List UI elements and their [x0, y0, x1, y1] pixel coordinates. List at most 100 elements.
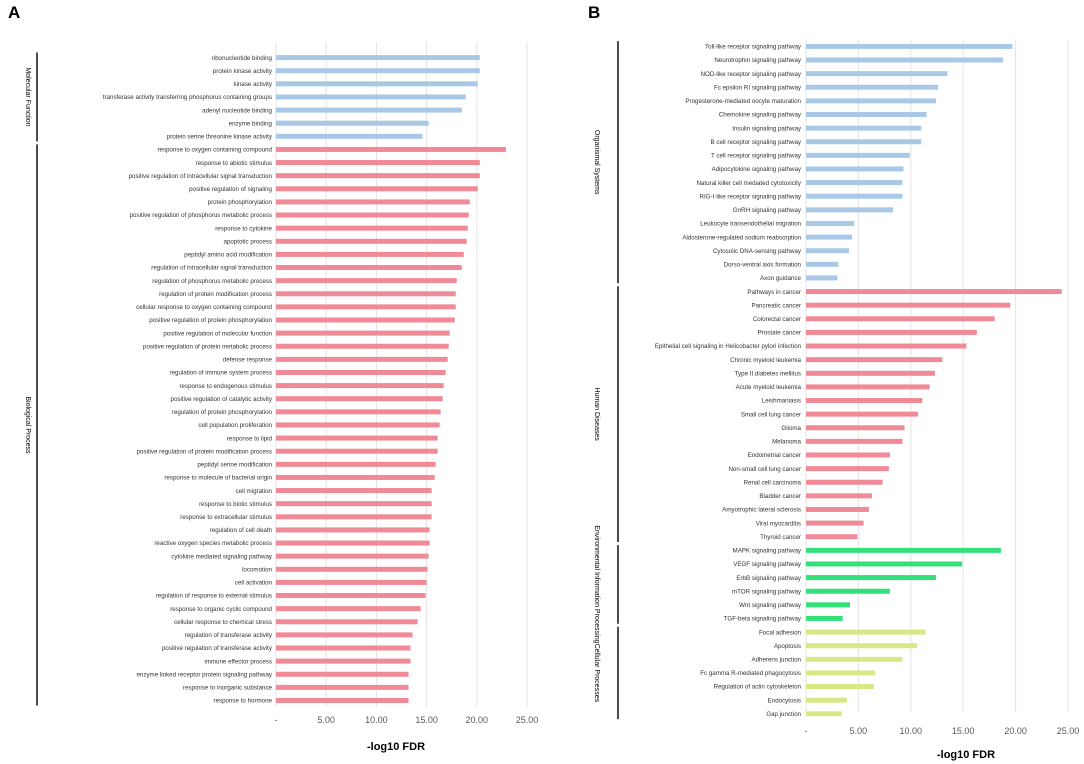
bar — [276, 684, 409, 690]
category-label: B cell receptor signaling pathway — [711, 139, 802, 146]
bar — [276, 343, 449, 349]
category-label: Pancreatic cancer — [751, 302, 801, 309]
category-label: transferase activity transferring phosph… — [103, 94, 272, 101]
bar — [806, 684, 875, 690]
bar — [276, 81, 478, 87]
bar — [276, 199, 470, 205]
category-label: Chemokine signaling pathway — [719, 112, 802, 119]
bar — [276, 291, 456, 297]
bar — [276, 579, 427, 585]
category-label: Viral myocarditis — [756, 520, 801, 527]
bar — [806, 425, 905, 431]
bar — [806, 207, 893, 213]
bar — [276, 474, 435, 480]
bar — [806, 193, 903, 199]
bar — [806, 602, 851, 608]
bar — [806, 343, 967, 349]
category-label: positive regulation of protein phosphory… — [149, 317, 272, 324]
category-label: RIG-I-like receptor signaling pathway — [700, 193, 802, 200]
bar — [276, 619, 418, 625]
category-label: locomotion — [242, 566, 272, 573]
bar — [806, 588, 890, 594]
category-label: response to endogenous stimulus — [179, 383, 272, 390]
category-label: Insulin signaling pathway — [732, 125, 802, 132]
category-label: response to molecule of bacterial origin — [164, 475, 272, 482]
category-label: positive regulation of molecular functio… — [163, 330, 272, 337]
x-tick-label: - — [805, 726, 808, 736]
bar — [806, 479, 883, 485]
category-label: positive regulation of protein metabolic… — [143, 343, 272, 350]
category-label: Natural killer cell mediated cytotoxicit… — [696, 180, 801, 187]
category-label: cellular response to oxygen containing c… — [136, 304, 272, 311]
category-label: Leukocyte transendothelial migration — [700, 221, 801, 228]
bar — [806, 220, 855, 226]
bar — [276, 435, 438, 441]
bar — [276, 422, 440, 428]
category-label: apoptotic process — [224, 238, 273, 245]
bar — [806, 261, 839, 267]
category-label: response to lipid — [227, 435, 273, 442]
bar — [806, 466, 889, 472]
category-label: Dorso-ventral axis formation — [724, 262, 802, 269]
bar — [276, 461, 436, 467]
bar — [806, 84, 939, 90]
panel-A-letter: A — [8, 3, 20, 22]
category-label: Renal cell carcinoma — [744, 479, 802, 486]
bar — [806, 166, 904, 172]
bar — [806, 152, 910, 158]
x-tick-label: 10.00 — [900, 726, 923, 736]
group-label: Human Diseases — [593, 387, 600, 441]
bar — [276, 606, 421, 612]
category-label: positive regulation of signaling — [189, 186, 272, 193]
category-label: peptidyl amino acid modification — [184, 252, 272, 259]
bar — [806, 329, 977, 335]
category-label: ErbB signaling pathway — [736, 575, 802, 582]
bar — [276, 68, 480, 74]
category-label: response to extracellular stimulus — [180, 514, 272, 521]
category-label: Small cell lung cancer — [741, 411, 801, 418]
x-tick-label: 25.00 — [516, 715, 539, 725]
category-label: cellular response to chemical stress — [174, 619, 272, 626]
bar — [276, 173, 480, 179]
bar — [276, 265, 462, 271]
bar — [806, 615, 843, 621]
category-label: response to abiotic stimulus — [196, 160, 272, 167]
bar — [806, 234, 853, 240]
category-label: cell migration — [236, 488, 273, 495]
category-label: regulation of transferase activity — [185, 632, 273, 639]
bar — [276, 186, 478, 192]
bar — [806, 71, 948, 77]
category-label: positive regulation of transferase activ… — [162, 645, 273, 652]
bar — [806, 629, 926, 635]
bar — [806, 711, 842, 717]
bar — [276, 356, 448, 362]
category-label: Toll-like receptor signaling pathway — [705, 44, 802, 51]
bar — [276, 593, 426, 599]
bar — [276, 697, 409, 703]
bar — [276, 671, 409, 677]
bar — [276, 107, 462, 113]
category-label: Progesterone-mediated oocyte maturation — [685, 98, 801, 105]
x-tick-label: 5.00 — [850, 726, 868, 736]
category-label: positive regulation of intracellular sig… — [129, 173, 273, 180]
category-label: regulation of response to external stimu… — [156, 593, 272, 600]
bar — [276, 212, 469, 218]
bar — [276, 251, 464, 257]
category-label: response to hormone — [214, 698, 273, 705]
category-label: regulation of phosphorus metabolic proce… — [152, 278, 272, 285]
bar — [276, 120, 429, 126]
category-label: NOD-like receptor signaling pathway — [701, 71, 802, 78]
bar — [806, 43, 1013, 49]
bar — [276, 383, 444, 389]
category-label: positive regulation of catalytic activit… — [171, 396, 273, 403]
x-tick-label: - — [275, 715, 278, 725]
category-label: Melanoma — [772, 439, 801, 446]
category-label: Glioma — [781, 425, 801, 432]
category-label: response to oxygen containing compound — [157, 147, 272, 154]
category-label: Apoptosis — [774, 643, 801, 650]
bar — [806, 125, 922, 131]
category-label: Neurotrophin signaling pathway — [714, 57, 802, 64]
bar — [806, 643, 918, 649]
category-label: reactive oxygen species metabolic proces… — [154, 540, 272, 547]
category-label: Epithelial cell signaling in Helicobacte… — [655, 343, 802, 350]
